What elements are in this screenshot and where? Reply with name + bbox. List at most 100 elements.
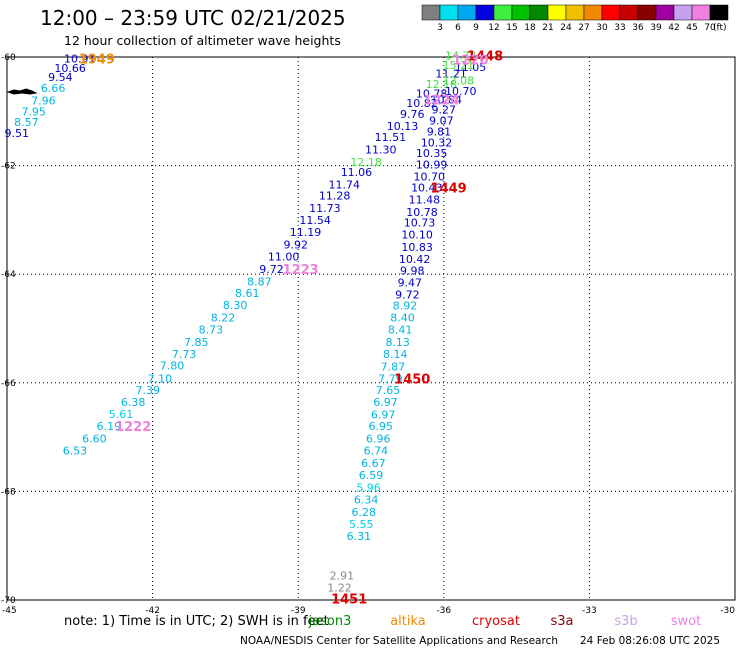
plot-frame	[6, 56, 736, 601]
wave-height-point: 9.98	[400, 264, 425, 277]
wave-height-point: 8.57	[14, 116, 39, 129]
footer-timestamp: 24 Feb 08:26:08 UTC 2025	[580, 635, 720, 647]
wave-height-point: 5.55	[349, 518, 374, 531]
y-tick-label: -62	[1, 162, 16, 172]
x-tick-label: -42	[145, 606, 160, 616]
wave-height-point: 11.21	[435, 67, 467, 80]
wave-height-point: 10.70	[413, 170, 445, 183]
wave-height-point: 8.22	[211, 312, 236, 325]
wave-height-point: 6.60	[82, 433, 107, 446]
wave-height-point: 7.87	[381, 361, 406, 374]
colorbar-label: 21	[542, 23, 553, 33]
wave-height-point: 11.73	[309, 202, 341, 215]
wave-height-point: 9.07	[429, 115, 454, 128]
wave-height-point: 9.72	[259, 263, 284, 276]
wave-height-point: 7.79	[378, 372, 403, 385]
x-tick-label: -30	[720, 606, 735, 616]
colorbar-label: 18	[524, 23, 536, 33]
wave-height-point: 11.54	[299, 214, 331, 227]
colorbar-label: 33	[614, 23, 625, 33]
time-label: 1220	[452, 54, 488, 69]
colorbar-label: 15	[506, 23, 517, 33]
colorbar-swatch	[493, 4, 513, 21]
wave-height-point: 9.81	[427, 125, 452, 138]
data-points: 10.9110.669.546.667.967.958.579.5114.721…	[4, 49, 486, 594]
wave-height-point: 12.18	[426, 78, 458, 91]
wave-height-point: 6.59	[359, 469, 384, 482]
wave-height-point: 6.31	[347, 530, 372, 543]
wave-height-point: 6.28	[351, 506, 376, 519]
wave-height-point: 12.18	[350, 156, 382, 169]
wave-height-point: 11.00	[268, 250, 300, 263]
wave-height-point: 10.99	[416, 159, 448, 172]
wave-height-point: 11.30	[365, 143, 397, 156]
wave-height-point: 7.73	[172, 348, 197, 361]
colorbar-swatch	[565, 4, 585, 21]
wave-height-point: 10.83	[401, 241, 433, 254]
footer-credit: NOAA/NESDIS Center for Satellite Applica…	[240, 635, 558, 647]
x-tick-label: -36	[436, 606, 451, 616]
wave-height-point: 8.41	[388, 324, 413, 337]
wave-height-point: 7.80	[160, 359, 185, 372]
wave-height-point: 10.84	[430, 93, 462, 106]
colorbar-swatch	[655, 4, 675, 21]
time-label: 1224	[423, 93, 459, 108]
wave-height-point: 6.97	[373, 396, 398, 409]
wave-height-point: 7.96	[31, 94, 56, 107]
wave-height-point: 10.82	[406, 97, 438, 110]
wave-height-point: 10.35	[416, 147, 448, 160]
wave-height-point: 10.78	[406, 206, 438, 219]
colorbar-label: 36	[632, 23, 644, 33]
wave-height-point: 6.96	[366, 433, 391, 446]
colorbar-swatch	[637, 4, 657, 21]
colorbar-label: 3	[437, 23, 443, 33]
wave-height-point: 10.78	[416, 87, 448, 100]
colorbar-swatch	[529, 4, 549, 21]
colorbar-label: 42	[668, 23, 679, 33]
colorbar-label: 45	[686, 23, 697, 33]
chart-title: 12:00 – 23:59 UTC 02/21/2025	[40, 6, 346, 30]
satellite-legend-item: altika	[390, 614, 426, 629]
wave-height-point: 8.73	[199, 324, 224, 337]
colorbar-label: 27	[578, 23, 589, 33]
wave-height-point: 10.32	[421, 136, 453, 149]
x-tick-label: -39	[291, 606, 306, 616]
colorbar-swatch	[691, 4, 711, 21]
colorbar-label: 9	[473, 23, 479, 33]
colorbar-swatch	[583, 4, 603, 21]
wave-height-point: 8.61	[235, 287, 260, 300]
wave-height-point: 11.28	[319, 189, 351, 202]
wave-height-point: 6.34	[354, 494, 379, 507]
colorbar-swatch	[439, 4, 459, 21]
time-label: 1451	[331, 592, 367, 607]
time-label: 1450	[394, 372, 430, 387]
time-label: 1222	[115, 420, 151, 435]
satellite-legend-item: cryosat	[472, 614, 520, 629]
wave-height-point: 10.10	[401, 229, 433, 242]
tick-labels: -45 -42 -39 -36 -33 -30 -60 -62 -64 -66 -68 -70	[1, 53, 735, 616]
satellite-legend-item: swot	[671, 614, 701, 629]
chart-subtitle: 12 hour collection of altimeter wave hei…	[64, 33, 341, 48]
wave-height-point: 5.96	[356, 482, 381, 495]
wave-height-point: 7.39	[135, 384, 160, 397]
satellite-legend-item: s3b	[614, 614, 637, 629]
wave-height-point: 14.72	[445, 49, 477, 62]
footer-note: note: 1) Time is in UTC; 2) SWH is in fe…	[64, 614, 329, 629]
coastline-fragment	[6, 88, 38, 95]
wave-height-point: 8.87	[247, 275, 272, 288]
wave-height-point: 7.95	[21, 105, 46, 118]
colorbar-swatch	[475, 4, 495, 21]
wave-height-point: 11.51	[375, 131, 407, 144]
wave-height-point: 9.92	[284, 238, 309, 251]
gridlines	[7, 57, 735, 600]
colorbar-swatch	[601, 4, 621, 21]
wave-height-point: 6.66	[41, 82, 66, 95]
x-tick-label: -33	[582, 606, 597, 616]
colorbar-swatch	[709, 4, 729, 21]
colorbar-swatch	[511, 4, 531, 21]
wave-height-point: 10.42	[399, 253, 431, 266]
wave-height-point: 6.53	[63, 445, 88, 458]
wave-height-point: 11.74	[329, 179, 361, 192]
y-tick-label: -70	[1, 596, 16, 606]
wave-height-point: 7.65	[376, 384, 401, 397]
